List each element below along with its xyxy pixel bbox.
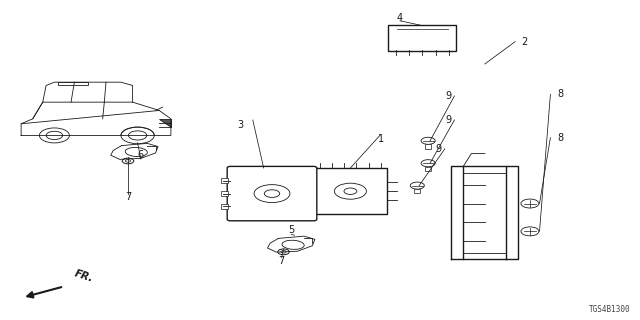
Text: 9: 9 <box>445 91 451 101</box>
Bar <box>221 204 228 209</box>
Text: 9: 9 <box>445 115 451 125</box>
Bar <box>426 144 431 148</box>
Text: 3: 3 <box>237 120 243 130</box>
Text: 2: 2 <box>522 36 528 47</box>
Text: 8: 8 <box>557 132 563 143</box>
Text: 1: 1 <box>378 134 384 144</box>
Text: FR.: FR. <box>74 269 95 284</box>
FancyBboxPatch shape <box>227 166 317 221</box>
Bar <box>314 168 387 214</box>
Text: 9: 9 <box>435 144 442 154</box>
Bar <box>415 189 420 193</box>
Text: TGS4B1300: TGS4B1300 <box>589 305 630 314</box>
Text: 8: 8 <box>557 89 563 100</box>
Text: 7: 7 <box>125 192 131 202</box>
Text: 5: 5 <box>288 225 294 236</box>
Bar <box>426 167 431 171</box>
Polygon shape <box>58 82 88 85</box>
Polygon shape <box>159 119 171 127</box>
Bar <box>221 191 228 196</box>
Bar <box>221 178 228 183</box>
Text: 7: 7 <box>278 256 285 266</box>
Text: 6: 6 <box>138 150 144 160</box>
FancyBboxPatch shape <box>388 25 456 51</box>
Text: 4: 4 <box>397 12 403 23</box>
